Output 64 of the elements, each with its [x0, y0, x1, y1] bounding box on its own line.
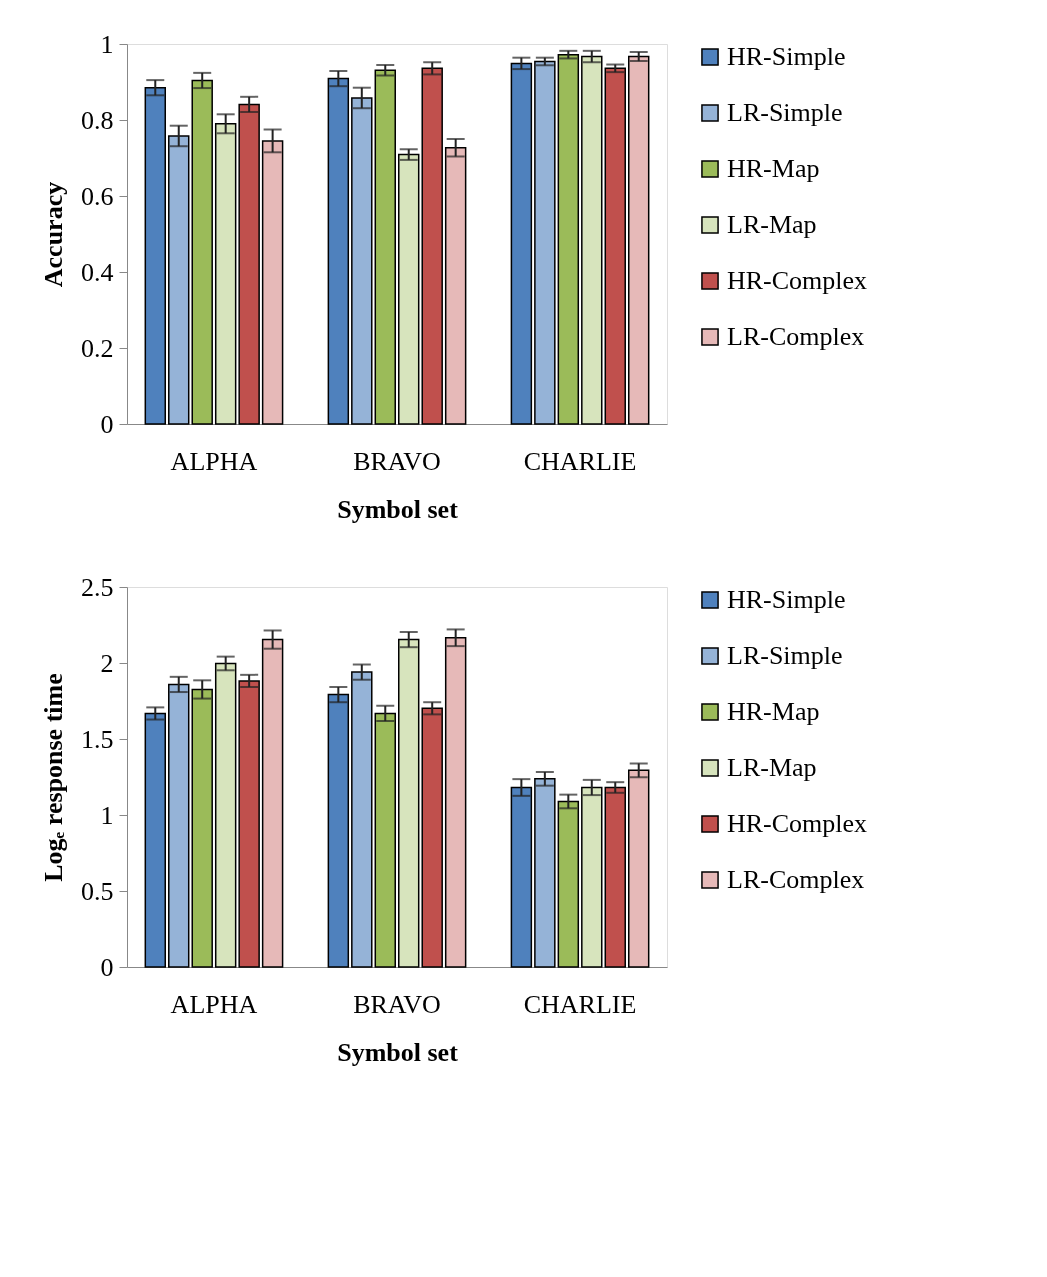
bar	[374, 712, 396, 968]
y-tick-label: 0	[100, 952, 114, 982]
y-tick-label: 2.5	[81, 572, 114, 602]
bar	[510, 62, 533, 425]
bar	[351, 97, 373, 425]
bar	[191, 79, 213, 425]
legend-label: HR-Map	[727, 154, 820, 183]
bar	[238, 680, 260, 968]
legend-label: LR-Simple	[727, 641, 843, 670]
legend-label: HR-Simple	[727, 585, 846, 614]
legend-label: HR-Map	[727, 697, 820, 726]
bar	[557, 800, 580, 968]
x-axis-title: Symbol set	[337, 1037, 459, 1067]
bar	[421, 67, 443, 425]
x-tick-label: ALPHA	[170, 989, 258, 1019]
x-tick-label: BRAVO	[353, 446, 441, 476]
legend-label: LR-Map	[727, 210, 817, 239]
bar	[144, 86, 166, 425]
legend-label: LR-Complex	[727, 865, 865, 894]
bar	[534, 778, 556, 968]
y-tick-label: 0.5	[81, 876, 114, 906]
y-tick-label: 1.5	[81, 724, 114, 754]
y-tick-label: 0.4	[81, 257, 114, 287]
bar	[168, 683, 190, 968]
y-tick-label: 1	[100, 800, 114, 830]
x-tick-label: CHARLIE	[523, 446, 637, 476]
bar	[261, 140, 284, 425]
y-tick-label: 0.6	[81, 181, 114, 211]
legend-label: LR-Simple	[727, 98, 843, 127]
bar	[214, 123, 237, 425]
legend-label: LR-Map	[727, 753, 817, 782]
bar	[144, 712, 166, 968]
x-tick-label: BRAVO	[353, 989, 441, 1019]
y-tick-label: 0.8	[81, 105, 114, 135]
bar	[444, 146, 467, 425]
y-tick-label: 1	[100, 29, 114, 59]
bar	[421, 707, 443, 968]
bar	[374, 69, 396, 425]
bar	[191, 688, 213, 968]
bar	[327, 77, 350, 425]
legend-label: HR-Complex	[727, 809, 868, 838]
legend-label: LR-Complex	[727, 322, 865, 351]
bar	[327, 693, 350, 968]
legend-label: HR-Complex	[727, 266, 868, 295]
bar	[581, 786, 603, 968]
bar	[510, 786, 533, 968]
x-tick-label: ALPHA	[170, 446, 258, 476]
bar	[214, 662, 237, 968]
x-tick-label: CHARLIE	[523, 989, 637, 1019]
bar	[261, 638, 284, 968]
bar	[444, 637, 467, 968]
y-axis-title: Accuracy	[39, 181, 68, 288]
bar	[581, 55, 603, 425]
bar	[168, 135, 190, 425]
y-tick-label: 2	[100, 648, 114, 678]
legend-label: HR-Simple	[727, 42, 846, 71]
y-axis-title: Logₑ response time	[39, 673, 68, 882]
bar	[351, 671, 373, 968]
y-tick-label: 0	[100, 409, 114, 439]
bar	[398, 638, 420, 968]
x-axis-title: Symbol set	[337, 494, 459, 524]
bar	[628, 769, 650, 968]
y-tick-label: 0.2	[81, 333, 114, 363]
bar	[238, 103, 260, 425]
